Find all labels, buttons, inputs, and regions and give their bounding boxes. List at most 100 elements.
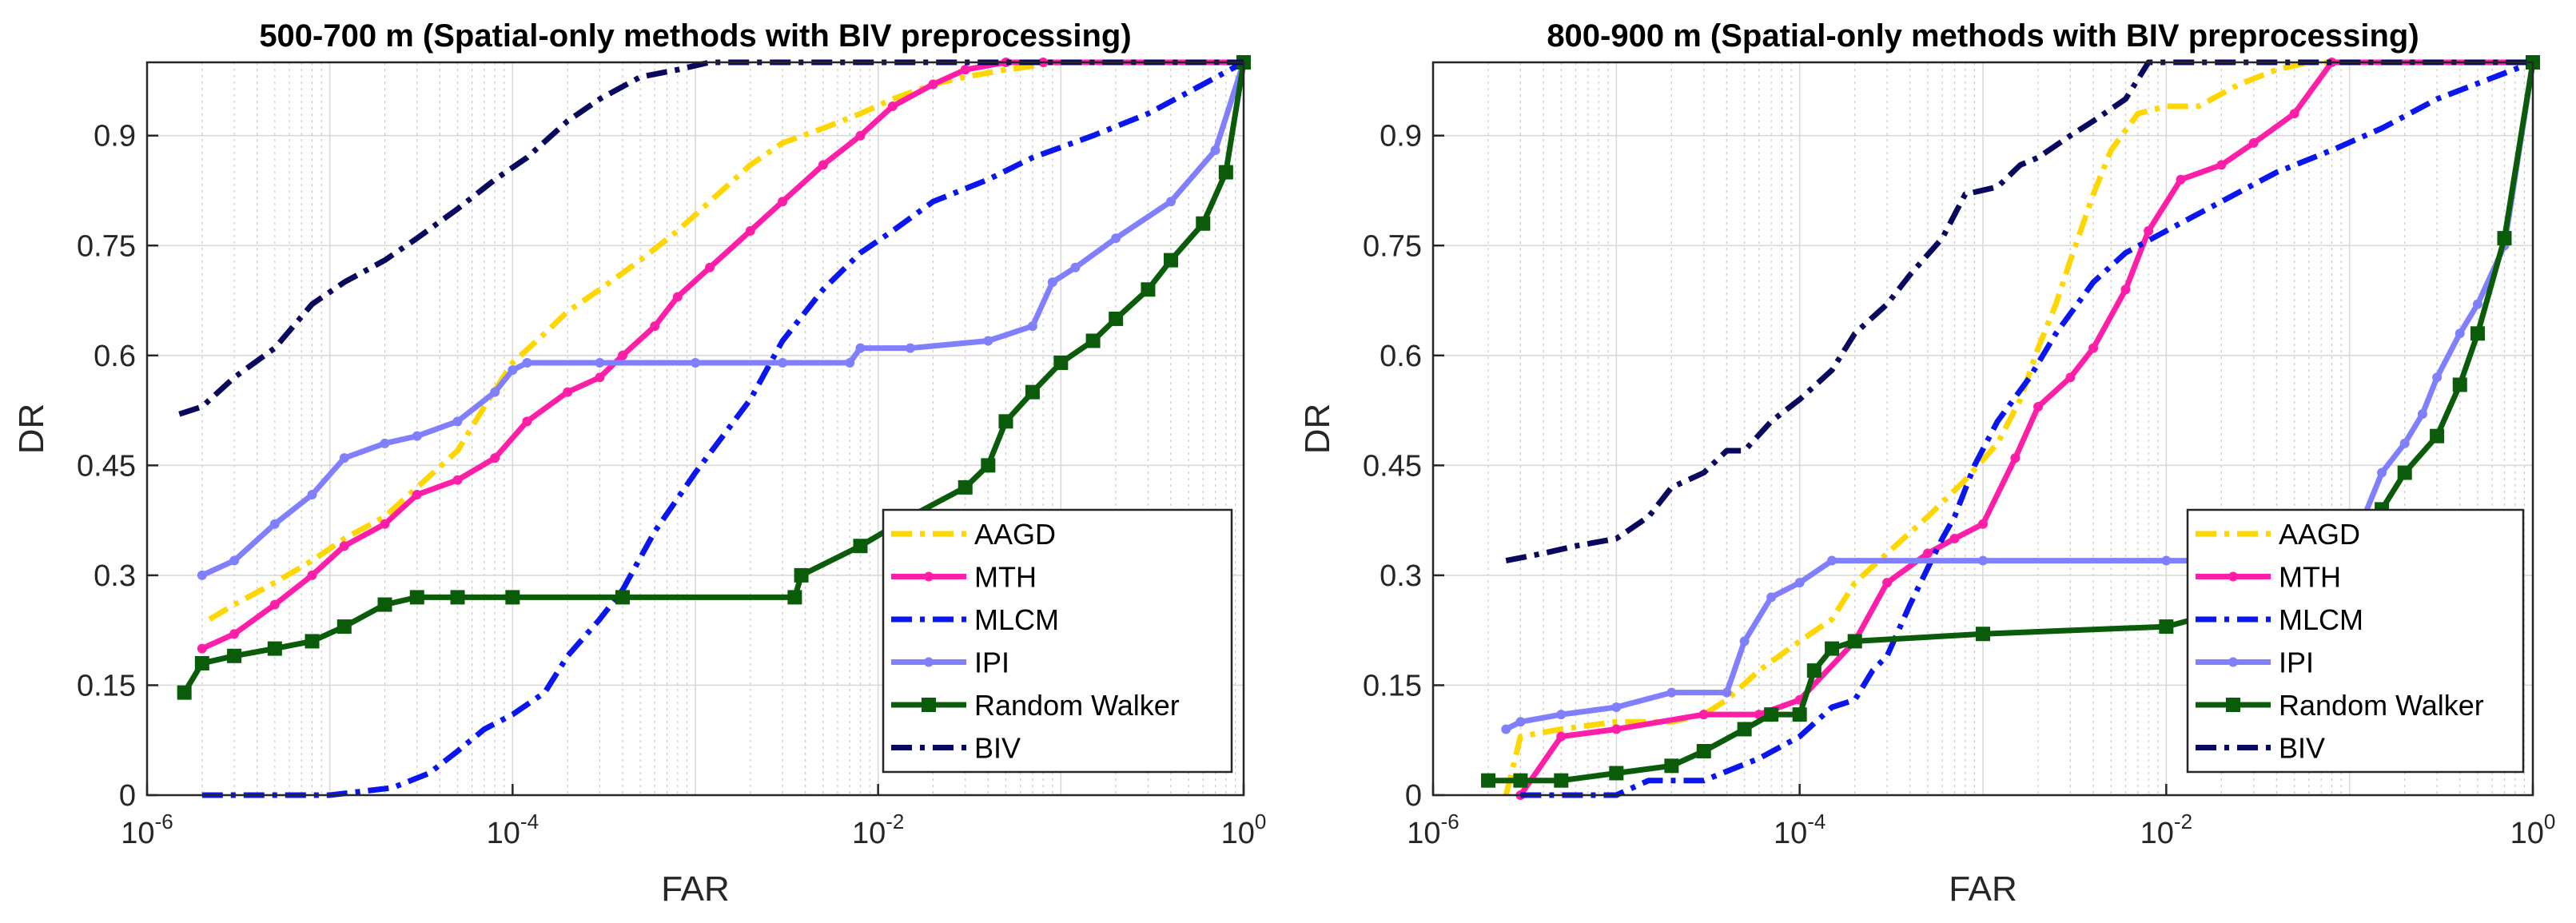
marker-ipi (1166, 197, 1177, 207)
marker-mth (618, 350, 628, 360)
marker-ipi (1722, 687, 1732, 698)
marker-ipi (1739, 636, 1750, 646)
marker-mth (2065, 372, 2076, 383)
y-tick-label: 0.3 (1380, 559, 1422, 593)
y-tick-label: 0.45 (1363, 449, 1422, 483)
legend-label-aagd: AAGD (2279, 518, 2360, 551)
marker-random-walker (1196, 216, 1211, 231)
legend-box (2186, 508, 2525, 774)
series-group (1481, 55, 2540, 800)
series-line-mlcm (1520, 59, 2534, 798)
marker-mth (490, 453, 500, 463)
marker-mth (1611, 724, 1622, 734)
y-tick-label: 0.15 (1363, 669, 1422, 702)
marker-random-walker (450, 590, 465, 605)
y-axis-label: DR (1298, 404, 1337, 455)
marker-random-walker (998, 414, 1013, 429)
marker-mth (960, 65, 970, 75)
legend-marker-random-walker (922, 698, 936, 712)
marker-random-walker (1806, 663, 1822, 678)
marker-mth (1922, 548, 1933, 559)
marker-ipi (2399, 438, 2410, 448)
x-tick-label: 10-6 (121, 810, 173, 850)
marker-random-walker (2470, 326, 2485, 341)
marker-ipi (855, 343, 866, 353)
legend-label-random-walker: Random Walker (2279, 689, 2484, 722)
marker-ipi (380, 438, 390, 448)
marker-random-walker (305, 634, 320, 649)
marker-ipi (2417, 409, 2427, 420)
marker-ipi (1501, 724, 1511, 734)
marker-ipi (1978, 555, 1988, 566)
legend-marker-random-walker (2226, 698, 2240, 712)
marker-ipi (1515, 717, 1526, 727)
series-line-mth (201, 59, 1244, 651)
marker-random-walker (177, 685, 192, 700)
legend: AAGD MTH MLCM IPI Random Walker BIV (882, 508, 1233, 774)
marker-random-walker (958, 479, 973, 495)
chart-panel-2: 0 0.15 0.3 0.45 0.6 0.75 0.9 10-6 10-4 10-2 100 FAR… (1298, 18, 2555, 909)
marker-mth (928, 79, 938, 90)
legend-box (882, 508, 1233, 774)
x-tick-label: 100 (1221, 810, 1267, 850)
marker-random-walker (794, 567, 809, 583)
legend-marker-ipi (924, 657, 934, 667)
marker-mth (1698, 710, 1709, 720)
marker-random-walker (2452, 377, 2467, 392)
y-tick-label: 0 (1405, 779, 1422, 813)
legend-label-ipi: IPI (974, 646, 1009, 679)
marker-random-walker (2397, 465, 2412, 480)
marker-mth (705, 262, 715, 273)
marker-ipi (490, 387, 500, 397)
marker-random-walker (1792, 707, 1807, 722)
marker-random-walker (1609, 766, 1624, 781)
legend-label-mth: MTH (2279, 561, 2341, 594)
marker-ipi (412, 431, 422, 441)
y-tick-label: 0.9 (94, 120, 136, 153)
legend-label-mlcm: MLCM (974, 603, 1059, 636)
marker-mth (2033, 401, 2044, 412)
marker-mth (1978, 519, 1988, 529)
marker-random-walker (1085, 333, 1101, 348)
marker-mth (522, 416, 532, 427)
marker-random-walker (1764, 707, 1779, 722)
marker-mth (339, 541, 349, 551)
chart-panel-1: 0 0.15 0.3 0.45 0.6 0.75 0.9 10-6 10-4 10-2 100 FAR… (12, 18, 1266, 909)
y-tick-label: 0.3 (94, 559, 136, 593)
marker-random-walker (1664, 758, 1679, 774)
y-tick-label: 0.9 (1380, 120, 1422, 153)
marker-mth (269, 599, 280, 610)
marker-ipi (307, 490, 317, 500)
marker-mth (672, 292, 683, 302)
marker-ipi (778, 357, 788, 368)
marker-random-walker (377, 597, 392, 612)
legend-marker-mth (2228, 571, 2238, 582)
marker-ipi (2455, 328, 2465, 339)
marker-random-walker (853, 539, 868, 554)
marker-mth (412, 490, 422, 500)
marker-mth (2248, 137, 2259, 148)
marker-mth (650, 321, 660, 332)
marker-random-walker (1696, 743, 1711, 758)
y-tick-label: 0 (119, 779, 136, 813)
marker-mth (197, 643, 207, 654)
chart-title: 500-700 m (Spatial-only methods with BIV… (259, 18, 1131, 54)
marker-ipi (1027, 321, 1037, 332)
marker-ipi (1111, 233, 1121, 244)
marker-random-walker (2430, 428, 2445, 444)
marker-random-walker (505, 590, 520, 605)
y-tick-label: 0.75 (1363, 229, 1422, 263)
marker-mth (2289, 109, 2299, 119)
marker-ipi (1611, 702, 1622, 712)
axes-frame (1431, 61, 2534, 797)
marker-mth (2216, 160, 2227, 170)
marker-ipi (1794, 578, 1805, 588)
legend-marker-ipi (2228, 657, 2238, 667)
marker-mth (2144, 225, 2154, 236)
marker-random-walker (615, 590, 631, 605)
marker-mth (2176, 174, 2186, 185)
y-tick-label: 0.6 (1380, 340, 1422, 373)
marker-random-walker (336, 619, 352, 635)
marker-mth (2120, 284, 2131, 295)
